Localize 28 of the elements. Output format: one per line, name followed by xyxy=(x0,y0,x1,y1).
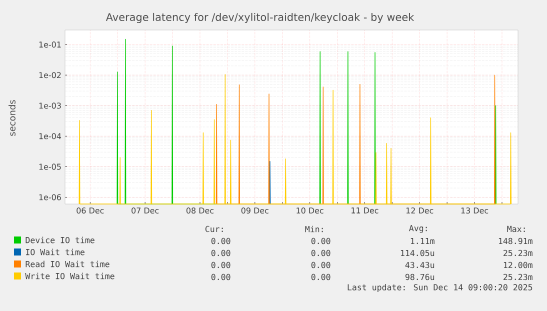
text: 0.00 xyxy=(211,238,230,244)
text: 0.00 xyxy=(211,274,230,280)
line-series xyxy=(78,74,512,204)
text: Max: xyxy=(507,226,525,232)
legend-label: Read IO Wait time xyxy=(26,260,110,268)
text: 0.00 xyxy=(311,250,330,256)
chart-title: Average latency for /dev/xylitol-raidten/keycloak - by week xyxy=(106,12,414,24)
text: Min: xyxy=(305,226,323,232)
legend-label: Write IO Wait time xyxy=(25,272,114,280)
text: 148.91m xyxy=(498,238,532,244)
legend-label: IO Wait time xyxy=(26,248,84,256)
text: 114.05u xyxy=(400,250,434,256)
text: 0.00 xyxy=(311,262,330,268)
text: 0.00 xyxy=(211,250,230,256)
text: 98.76u xyxy=(405,274,434,280)
text: Cur: xyxy=(205,226,223,232)
text: Avg: xyxy=(409,225,427,233)
text: 0.00 xyxy=(311,238,330,244)
text: 43.43u xyxy=(405,262,434,268)
text: 25.23m xyxy=(504,274,532,280)
y-axis-title: seconds xyxy=(8,100,16,136)
text: 1.11m xyxy=(410,238,434,244)
text: 0.00 xyxy=(311,274,330,280)
text: 0.00 xyxy=(211,262,230,268)
text: 12.00m xyxy=(504,262,532,268)
text: 25.23m xyxy=(504,250,532,256)
legend-label: Device IO time xyxy=(26,236,94,244)
text: Last update: Sun Dec 14 09:00:20 2025 xyxy=(348,284,532,292)
